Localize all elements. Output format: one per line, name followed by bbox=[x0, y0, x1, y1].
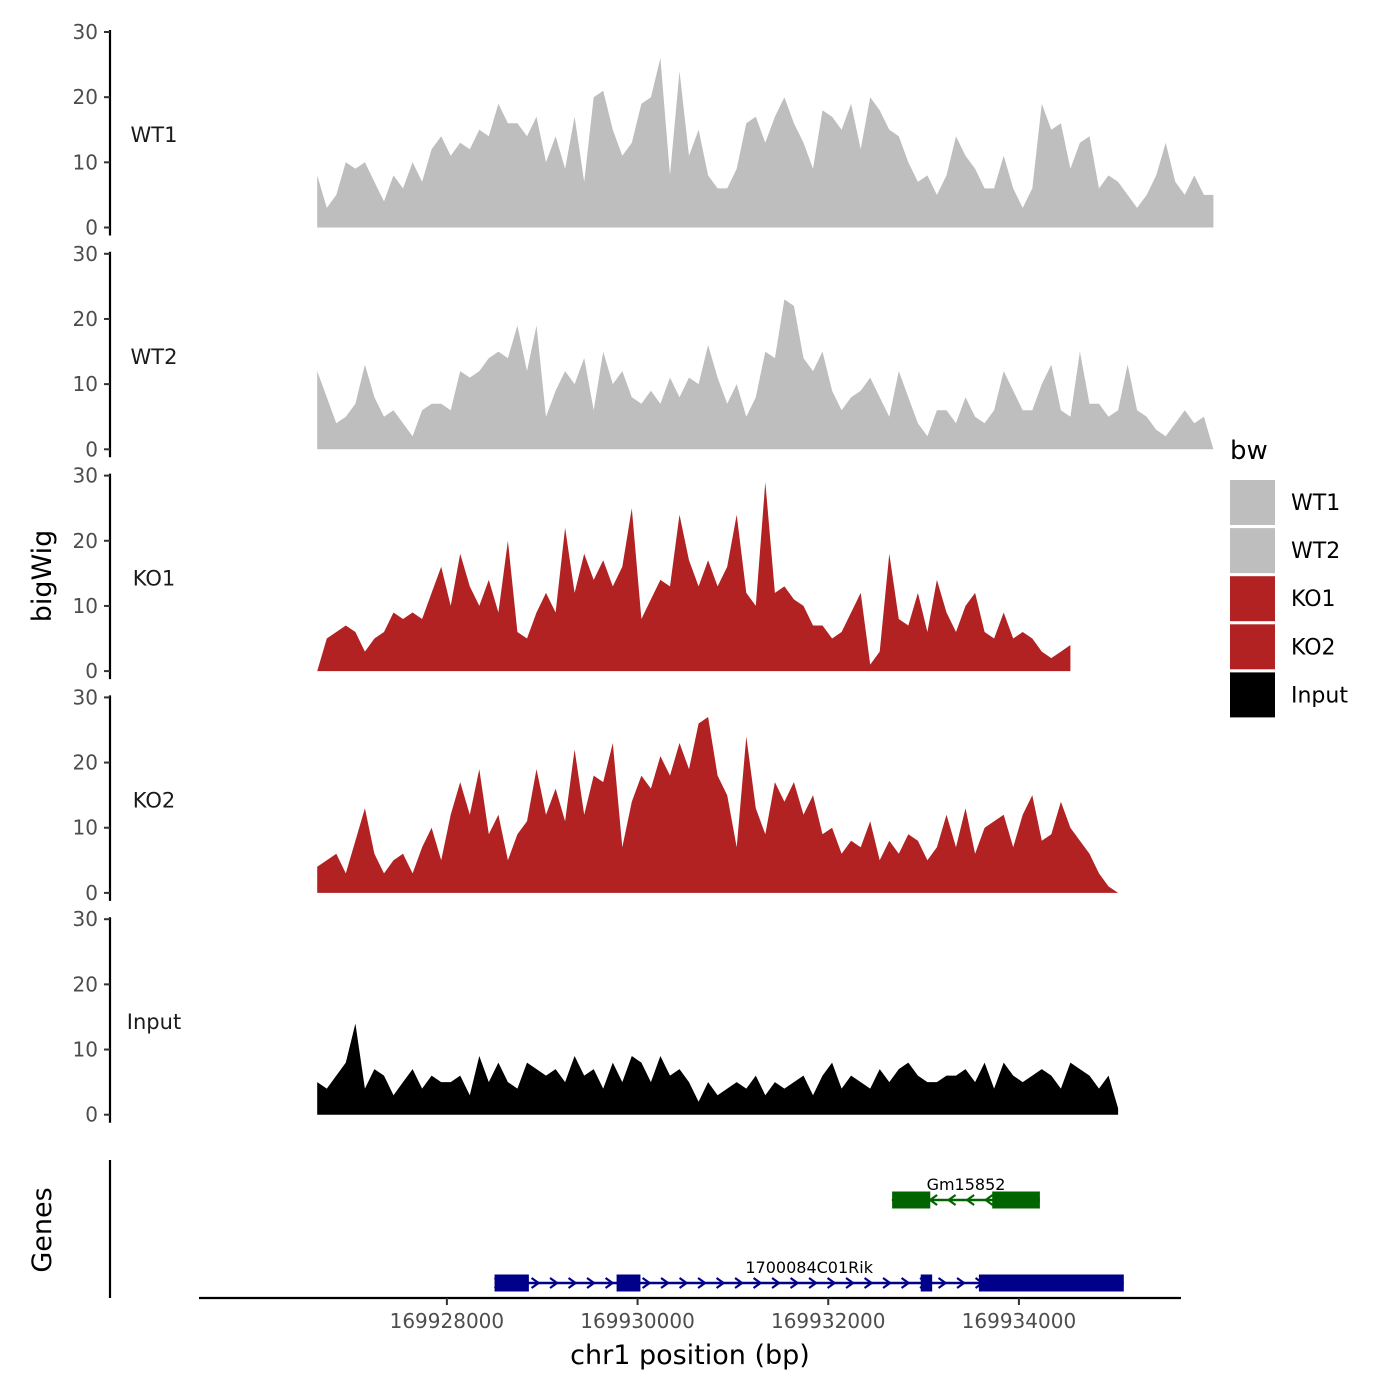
track-label-wt2: WT2 bbox=[131, 345, 178, 369]
strand-arrow-icon bbox=[660, 1277, 670, 1289]
strand-arrow-icon bbox=[826, 1277, 837, 1289]
x-axis: 169928000 169930000 169932000 169934000 bbox=[199, 1296, 1181, 1333]
y-tick-label: 20 bbox=[73, 85, 98, 109]
y-tick-label: 20 bbox=[73, 307, 98, 331]
strand-arrow-icon bbox=[549, 1277, 559, 1289]
y-tick-label: 0 bbox=[85, 881, 98, 905]
gene-track-title: Genes bbox=[27, 1187, 58, 1272]
y-axis-title: bigWig bbox=[27, 530, 58, 623]
gene-label: 1700084C01Rik bbox=[745, 1258, 873, 1277]
gene-exon bbox=[616, 1274, 641, 1292]
y-tick-label: 20 bbox=[73, 972, 98, 996]
x-tick-label: 169932000 bbox=[771, 1309, 886, 1333]
track-label-input: Input bbox=[127, 1010, 181, 1034]
y-tick-label: 30 bbox=[73, 242, 98, 266]
strand-arrow-icon bbox=[734, 1277, 744, 1289]
strand-arrow-icon bbox=[882, 1277, 892, 1289]
legend-swatch-ko2 bbox=[1230, 624, 1275, 670]
gene-exon bbox=[992, 1191, 1040, 1209]
legend-swatch-wt1 bbox=[1230, 480, 1275, 525]
gene-exon bbox=[920, 1274, 933, 1292]
strand-arrow-icon bbox=[900, 1277, 911, 1289]
strand-arrow-icon bbox=[863, 1277, 874, 1289]
y-tick-label: 10 bbox=[73, 150, 98, 174]
track-label-wt1: WT1 bbox=[131, 123, 178, 147]
strand-arrow-icon bbox=[530, 1277, 541, 1289]
gene-track: Gm15852 1700084C01Rik bbox=[108, 1160, 1124, 1298]
y-tick-label: 30 bbox=[73, 464, 98, 488]
x-axis-title: chr1 position (bp) bbox=[570, 1340, 810, 1371]
legend-swatch-ko1 bbox=[1230, 576, 1275, 622]
track-ko2: 0 10 20 30 KO2 bbox=[73, 685, 1119, 905]
strand-arrow-icon bbox=[771, 1277, 781, 1289]
coverage-area-wt2 bbox=[317, 299, 1214, 450]
x-tick-label: 169928000 bbox=[390, 1309, 505, 1333]
legend: bw WT1 WT2 KO1 KO2 Input bbox=[1230, 436, 1348, 718]
track-input: 0 10 20 30 Input bbox=[73, 907, 1119, 1127]
strand-arrow-icon bbox=[641, 1277, 652, 1289]
x-tick-label: 169934000 bbox=[962, 1309, 1077, 1333]
y-tick-label: 10 bbox=[73, 1038, 98, 1062]
legend-label-wt1: WT1 bbox=[1291, 491, 1340, 516]
x-tick-label: 169930000 bbox=[580, 1309, 695, 1333]
strand-arrow-icon bbox=[678, 1277, 689, 1289]
y-tick-label: 30 bbox=[73, 685, 98, 709]
strand-arrow-icon bbox=[697, 1277, 707, 1289]
coverage-tracks: 0 10 20 30 WT1 0 10 20 30 WT2 0 10 20 30 KO1 0 10 20 30 KO2… bbox=[73, 20, 1214, 1127]
y-tick-label: 20 bbox=[73, 529, 98, 553]
strand-arrow-icon bbox=[715, 1277, 726, 1289]
strand-arrow-icon bbox=[808, 1277, 818, 1289]
coverage-area-input bbox=[317, 1023, 1119, 1115]
y-tick-label: 0 bbox=[85, 1103, 98, 1127]
strand-arrow-icon bbox=[752, 1277, 763, 1289]
track-wt2: 0 10 20 30 WT2 bbox=[73, 242, 1214, 461]
gene-1700084c01rik: 1700084C01Rik bbox=[493, 1258, 1124, 1292]
track-label-ko1: KO1 bbox=[133, 567, 176, 591]
y-tick-label: 0 bbox=[85, 216, 98, 240]
y-tick-label: 10 bbox=[73, 594, 98, 618]
gene-exon bbox=[978, 1274, 1124, 1292]
strand-arrow-icon bbox=[965, 1194, 975, 1206]
legend-swatch-wt2 bbox=[1230, 528, 1275, 574]
legend-swatch-input bbox=[1230, 672, 1275, 718]
gene-label: Gm15852 bbox=[927, 1175, 1006, 1194]
gene-gm15852: Gm15852 bbox=[891, 1175, 1040, 1209]
legend-label-ko1: KO1 bbox=[1291, 587, 1336, 612]
coverage-area-ko1 bbox=[317, 482, 1071, 672]
track-ko1: 0 10 20 30 KO1 bbox=[73, 464, 1071, 683]
legend-label-ko2: KO2 bbox=[1291, 635, 1336, 660]
coverage-area-ko2 bbox=[317, 717, 1119, 893]
strand-arrow-icon bbox=[604, 1277, 615, 1289]
y-tick-label: 0 bbox=[85, 659, 98, 683]
legend-label-wt2: WT2 bbox=[1291, 539, 1340, 564]
strand-arrow-icon bbox=[586, 1277, 596, 1289]
y-tick-label: 30 bbox=[73, 907, 98, 931]
gene-exon bbox=[892, 1191, 931, 1209]
y-tick-label: 10 bbox=[73, 816, 98, 840]
strand-arrow-icon bbox=[845, 1277, 855, 1289]
strand-arrow-icon bbox=[956, 1277, 966, 1289]
y-tick-label: 20 bbox=[73, 751, 98, 775]
strand-arrow-icon bbox=[789, 1277, 800, 1289]
coverage-area-wt1 bbox=[317, 58, 1214, 228]
y-tick-label: 30 bbox=[73, 20, 98, 44]
strand-arrow-icon bbox=[567, 1277, 578, 1289]
strand-arrow-icon bbox=[946, 1194, 957, 1206]
track-label-ko2: KO2 bbox=[133, 788, 176, 812]
y-tick-label: 0 bbox=[85, 437, 98, 461]
strand-arrow-icon bbox=[983, 1194, 994, 1206]
track-wt1: 0 10 20 30 WT1 bbox=[73, 20, 1214, 240]
gene-exon bbox=[494, 1274, 529, 1292]
y-tick-label: 10 bbox=[73, 372, 98, 396]
legend-title: bw bbox=[1230, 436, 1268, 466]
strand-arrow-icon bbox=[937, 1277, 948, 1289]
legend-label-input: Input bbox=[1291, 683, 1348, 708]
